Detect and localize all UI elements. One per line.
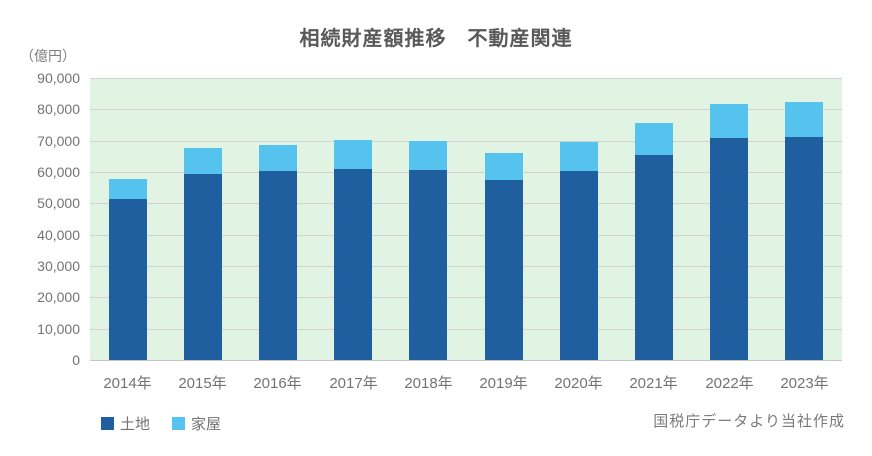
gridline <box>90 172 842 173</box>
bar-segment-house <box>259 145 297 171</box>
bar-segment-house <box>334 140 372 169</box>
bar-segment-house <box>785 102 823 137</box>
y-tick-label: 40,000 <box>37 227 80 243</box>
bar-segment-land <box>785 137 823 360</box>
bar-segment-land <box>485 180 523 360</box>
x-tick-label: 2019年 <box>479 375 528 392</box>
gridline <box>90 235 842 236</box>
gridline <box>90 266 842 267</box>
legend-label: 土地 <box>120 416 151 433</box>
bar-segment-land <box>184 174 222 360</box>
x-tick-label: 2022年 <box>705 375 754 392</box>
chart-title: 相続財産額推移 不動産関連 <box>299 28 573 50</box>
x-tick-label: 2014年 <box>103 375 152 392</box>
gridline <box>90 109 842 110</box>
gridline <box>90 203 842 204</box>
bar-segment-land <box>409 170 447 360</box>
x-tick-label: 2018年 <box>404 375 453 392</box>
gridline <box>90 78 842 79</box>
bar-segment-land <box>259 171 297 360</box>
y-axis-unit-label: （億円） <box>20 48 76 64</box>
y-tick-label: 20,000 <box>37 289 80 305</box>
bar-segment-land <box>635 155 673 360</box>
legend-item-house: 家屋 <box>172 413 221 434</box>
legend-swatch-icon <box>172 417 186 430</box>
y-tick-label: 80,000 <box>37 101 80 117</box>
bar-segment-house <box>560 142 598 171</box>
bar-segment-house <box>485 153 523 180</box>
source-note: 国税庁データより当社作成 <box>653 413 845 430</box>
bar-segment-land <box>334 169 372 360</box>
x-tick-label: 2016年 <box>253 375 302 392</box>
bar-segment-land <box>710 138 748 360</box>
legend-swatch-icon <box>101 417 114 430</box>
gridline <box>90 297 842 298</box>
gridline <box>90 141 842 142</box>
gridline <box>90 329 842 330</box>
bar-segment-house <box>184 148 222 174</box>
legend-item-land: 土地 <box>101 413 150 434</box>
y-tick-label: 10,000 <box>37 321 80 337</box>
legend: 土地 家屋 <box>101 413 221 434</box>
y-tick-label: 90,000 <box>37 70 80 86</box>
bar-segment-land <box>109 199 147 360</box>
y-tick-label: 30,000 <box>37 258 80 274</box>
y-tick-label: 60,000 <box>37 164 80 180</box>
bar-segment-land <box>560 171 598 360</box>
y-tick-label: 70,000 <box>37 133 80 149</box>
bar-segment-house <box>710 104 748 138</box>
legend-label: 家屋 <box>191 416 222 433</box>
x-tick-label: 2023年 <box>780 375 829 392</box>
bar-segment-house <box>409 141 447 170</box>
y-tick-label: 50,000 <box>37 195 80 211</box>
x-tick-label: 2015年 <box>178 375 227 392</box>
plot-area <box>90 78 842 361</box>
x-tick-label: 2020年 <box>554 375 603 392</box>
x-tick-label: 2017年 <box>329 375 378 392</box>
x-axis-line <box>90 360 842 361</box>
x-tick-label: 2021年 <box>629 375 678 392</box>
y-tick-label: 0 <box>72 352 80 368</box>
bar-segment-house <box>109 179 147 199</box>
bar-segment-house <box>635 123 673 155</box>
